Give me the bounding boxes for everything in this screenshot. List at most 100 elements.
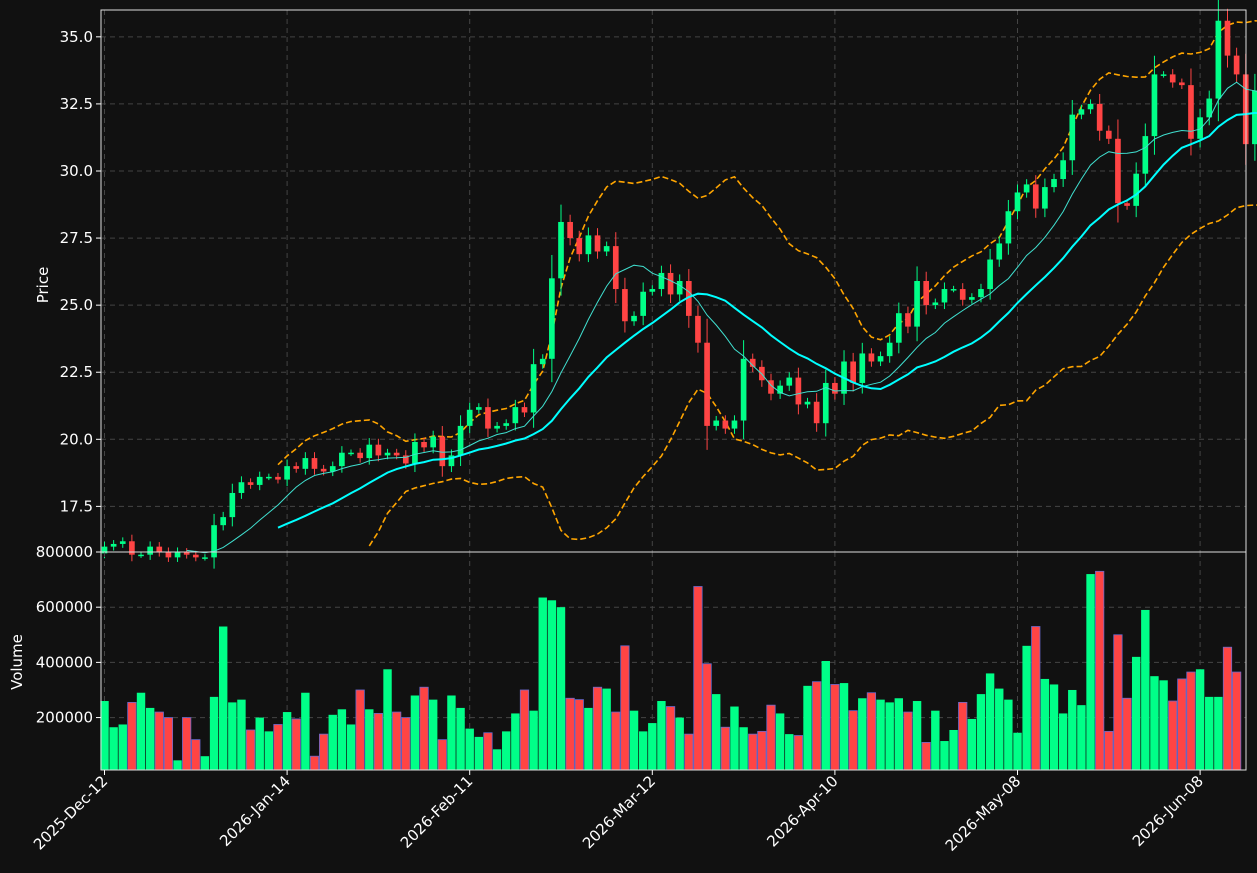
candle-body <box>512 407 519 424</box>
volume-bar <box>748 733 758 771</box>
volume-tick-label: 400000 <box>36 653 93 671</box>
candle-body <box>969 297 975 300</box>
candle-body <box>832 382 838 394</box>
candle-body <box>339 452 345 467</box>
upper-band-line <box>277 19 1257 466</box>
candle-body <box>704 342 710 426</box>
candle-body <box>1188 85 1194 139</box>
candle-body <box>366 444 373 459</box>
volume-bar <box>392 711 402 771</box>
volume-bar <box>511 713 520 770</box>
candle-body <box>822 382 829 424</box>
candle-body <box>932 302 939 306</box>
candle-body <box>357 452 363 459</box>
candle-body <box>1142 136 1149 174</box>
volume-bar <box>830 684 840 771</box>
volume-bar <box>237 699 246 770</box>
candle-body <box>886 342 893 357</box>
candle-body <box>485 407 491 429</box>
candle-body <box>996 243 1003 260</box>
candle-body <box>165 552 172 558</box>
candle-body <box>567 221 573 239</box>
candle-body <box>302 458 309 469</box>
volume-bar <box>757 730 767 771</box>
volume-bar <box>1150 676 1159 770</box>
candle-body <box>430 436 437 448</box>
candle-body <box>658 272 665 290</box>
volume-bar <box>1205 696 1214 770</box>
candle-body <box>247 482 254 485</box>
volume-panel: 200000 400000 600000 800000 Volume <box>8 543 1247 771</box>
volume-bar <box>100 701 109 770</box>
candle-body <box>220 517 227 526</box>
volume-bar <box>1040 678 1050 770</box>
volume-bar <box>145 707 155 770</box>
volume-bar <box>565 697 575 771</box>
volume-bar <box>529 710 538 770</box>
volume-bar <box>1058 713 1068 770</box>
volume-bar <box>602 688 611 770</box>
volume-bar <box>611 711 621 771</box>
lower-band-line <box>368 204 1257 547</box>
volume-bar <box>519 689 530 771</box>
volume-bar <box>355 689 365 771</box>
candle-body <box>777 385 783 394</box>
candle-body <box>147 546 153 555</box>
volume-bar <box>812 681 822 771</box>
candle-body <box>585 235 592 255</box>
volume-bar <box>1031 626 1041 771</box>
volume-bar <box>1195 669 1205 770</box>
volume-bar <box>638 731 648 770</box>
price-tick-label: 17.5 <box>60 497 93 515</box>
candle-body <box>183 552 190 555</box>
candle-body <box>905 313 911 327</box>
candle-body <box>1206 98 1213 118</box>
volume-bar <box>291 718 301 771</box>
candle-body <box>284 466 290 480</box>
volume-bar <box>547 600 557 770</box>
candle-body <box>603 246 610 252</box>
volume-bar <box>465 728 474 770</box>
volume-bar <box>1113 634 1123 771</box>
volume-bar <box>373 713 383 771</box>
price-panel: 17.5 20.0 22.5 25.0 27.5 30.0 32.5 35.0 Price <box>34 0 1257 569</box>
candle-body <box>804 401 811 405</box>
candle-body <box>850 361 856 383</box>
candle-body <box>1169 74 1176 83</box>
candle-body <box>466 409 473 426</box>
volume-bar <box>702 663 712 771</box>
candle-body <box>749 358 756 367</box>
candle-body <box>192 554 199 558</box>
candle-body <box>1014 192 1021 212</box>
volume-tick-label: 800000 <box>36 543 93 561</box>
volume-bar <box>1013 732 1022 770</box>
candle-body <box>1160 74 1167 76</box>
price-tick-label: 22.5 <box>60 363 93 381</box>
candle-body <box>238 482 245 493</box>
volume-bar <box>538 597 547 770</box>
candle-body <box>1069 114 1076 161</box>
volume-bar <box>1049 684 1059 770</box>
volume-bar <box>866 692 877 771</box>
volume-bar <box>1122 697 1132 771</box>
volume-axis-label: Volume <box>8 634 26 690</box>
candle-body <box>293 466 300 469</box>
candle-body <box>877 356 884 362</box>
candle-body <box>384 452 391 456</box>
volume-bar <box>309 755 320 771</box>
candle-body <box>275 476 281 480</box>
volume-y-ticks: 200000 400000 600000 800000 <box>36 543 101 727</box>
candle-body <box>731 420 738 429</box>
volume-bar <box>766 704 776 771</box>
candle-body <box>503 423 510 426</box>
price-axis-label: Price <box>34 267 52 304</box>
candle-body <box>895 313 902 343</box>
volume-bar <box>1104 730 1114 771</box>
candle-body <box>813 401 820 424</box>
volume-bar <box>720 726 730 771</box>
volume-bar <box>1141 609 1150 770</box>
candle-body <box>1060 160 1066 180</box>
candle-body <box>1032 184 1039 209</box>
volume-bar <box>209 696 219 770</box>
candle-body <box>631 315 637 322</box>
